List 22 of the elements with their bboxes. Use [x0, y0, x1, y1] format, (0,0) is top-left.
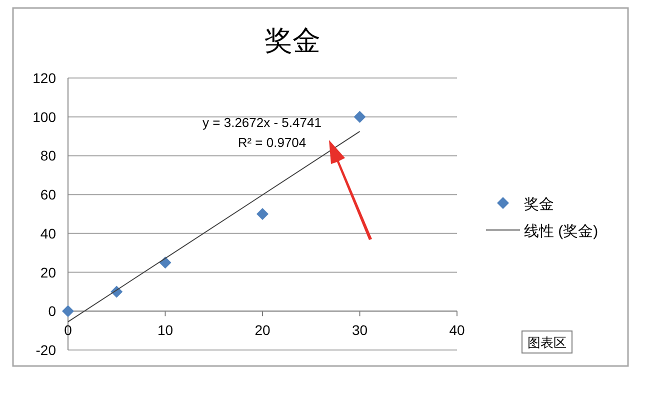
x-tick-label: 30: [352, 322, 368, 338]
point: [62, 305, 74, 318]
y-tick-label: 40: [40, 225, 56, 242]
y-tick-label: 60: [40, 186, 56, 203]
x-tick-label: 10: [157, 322, 174, 338]
text: 图表区: [528, 335, 566, 350]
y-tick-label: 0: [48, 303, 56, 320]
y-tick-label: 100: [32, 108, 56, 125]
y-tick-label: 120: [32, 70, 56, 86]
chart-title: 奖金: [264, 25, 320, 56]
x-tick-label: 0: [64, 322, 72, 338]
x-tick-label: 20: [254, 322, 270, 338]
legend-label: 线性 (奖金): [524, 223, 598, 240]
legend-label: 奖金: [524, 196, 554, 213]
y-tick-label: 80: [40, 148, 56, 164]
y-tick-label: 20: [40, 264, 56, 280]
annotation: y = 3.2672x - 5.4741: [202, 115, 322, 130]
point: [354, 110, 366, 123]
annotation: R² = 0.9704: [238, 135, 306, 150]
x-tick-label: 40: [449, 322, 465, 338]
y-tick-label: -20: [36, 342, 56, 358]
point: [256, 208, 268, 220]
